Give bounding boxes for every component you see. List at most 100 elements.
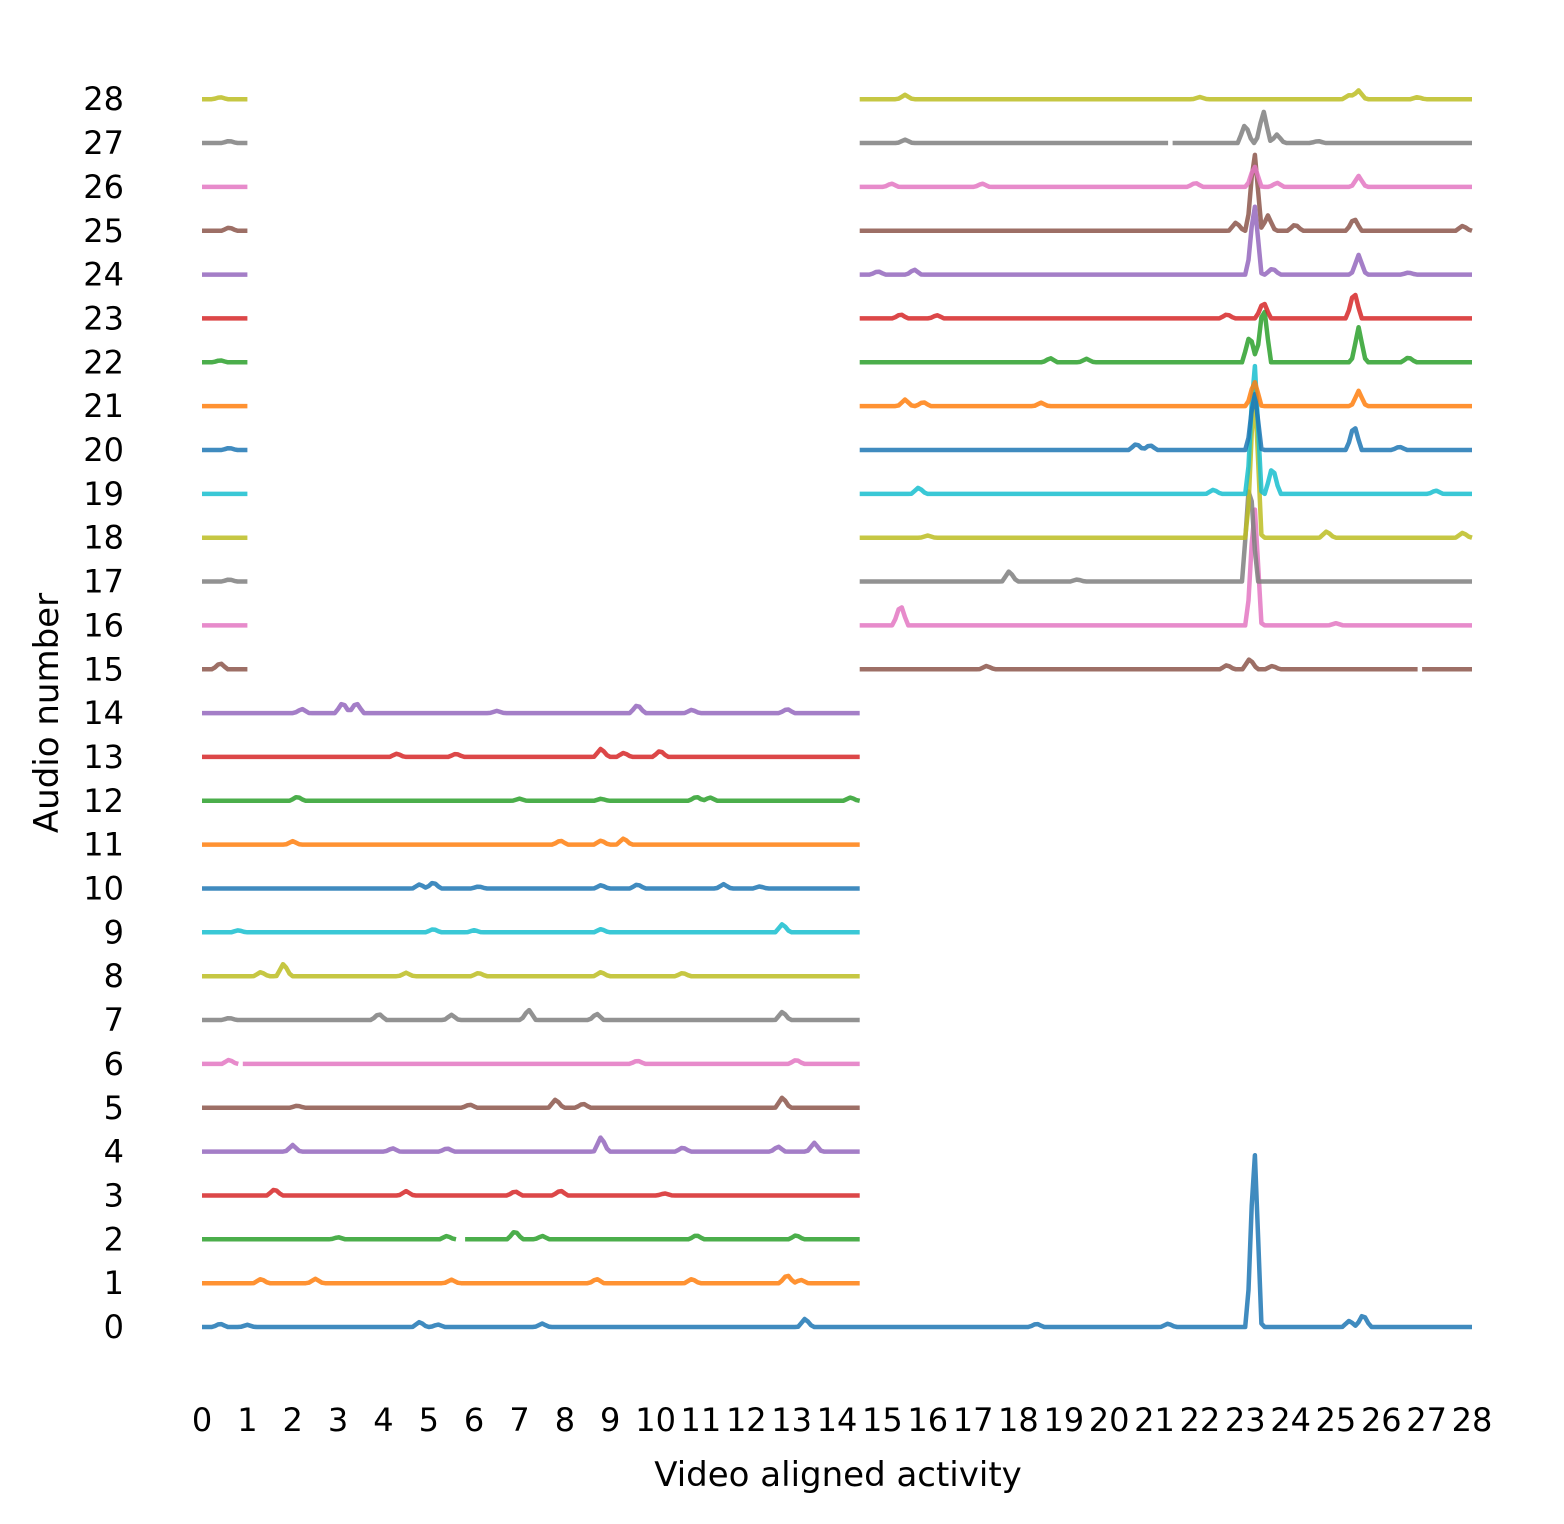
series-9-line-0 (202, 922, 860, 935)
y-tick-label: 11 (83, 826, 124, 864)
series-25-line-1 (859, 152, 1473, 234)
x-tick-label: 6 (464, 1401, 484, 1439)
series-8-line-0 (202, 961, 860, 979)
x-tick-label: 19 (1043, 1401, 1084, 1439)
series-27-line-2 (1172, 109, 1472, 146)
series-22-line-1 (859, 309, 1472, 365)
x-tick-label: 21 (1134, 1401, 1175, 1439)
series-2-line-0 (202, 1233, 457, 1242)
x-tick-label: 1 (237, 1401, 257, 1439)
x-tick-label: 8 (555, 1401, 575, 1439)
y-tick-label: 28 (83, 80, 124, 118)
y-tick-label: 8 (104, 957, 124, 995)
x-tick-label: 23 (1225, 1401, 1266, 1439)
y-tick-label: 23 (83, 299, 124, 337)
series-traces (202, 88, 1473, 1330)
y-tick-label: 27 (83, 124, 124, 162)
series-23-line-1 (859, 292, 1472, 321)
x-tick-label: 24 (1270, 1401, 1311, 1439)
x-tick-label: 28 (1452, 1401, 1493, 1439)
x-axis-ticks: 0 1 2 3 4 5 6 7 8 9 10 11 12 13 14 15 16 17 18 19 20 21 22 23 24… (192, 1401, 1493, 1439)
x-tick-label: 10 (635, 1401, 676, 1439)
x-tick-label: 5 (419, 1401, 439, 1439)
y-tick-label: 6 (104, 1045, 124, 1083)
x-tick-label: 17 (953, 1401, 994, 1439)
y-axis-ticks: 0123456789101112131415161718192021222324… (83, 80, 124, 1346)
y-tick-label: 2 (104, 1220, 124, 1258)
x-tick-label: 13 (771, 1401, 812, 1439)
y-tick-label: 9 (104, 913, 124, 951)
series-18-line-1 (859, 387, 1473, 540)
x-tick-label: 11 (681, 1401, 722, 1439)
series-21-line-1 (859, 379, 1472, 409)
y-tick-label: 14 (83, 694, 124, 732)
x-tick-label: 3 (328, 1401, 348, 1439)
x-axis-label: Video aligned activity (654, 1455, 1022, 1495)
series-26-line-1 (859, 164, 1472, 190)
y-tick-label: 18 (83, 519, 124, 557)
series-12-line-0 (202, 794, 861, 804)
y-tick-label: 20 (83, 431, 124, 469)
series-22-line-0 (202, 358, 248, 365)
series-0-line-0 (202, 1153, 1472, 1330)
y-tick-label: 7 (104, 1001, 124, 1039)
y-tick-label: 1 (104, 1264, 124, 1302)
series-1-line-0 (202, 1273, 860, 1286)
series-27-line-1 (859, 137, 1169, 146)
series-20-line-0 (202, 445, 248, 453)
y-axis-label: Audio number (27, 593, 67, 833)
x-tick-label: 15 (862, 1401, 903, 1439)
y-tick-label: 15 (83, 650, 124, 688)
series-10-line-0 (202, 880, 860, 891)
y-tick-label: 22 (83, 343, 124, 381)
series-17-line-0 (202, 577, 248, 584)
series-6-line-1 (242, 1058, 860, 1067)
series-27-line-0 (202, 138, 248, 146)
series-3-line-0 (202, 1187, 860, 1198)
series-7-line-0 (202, 1007, 860, 1023)
x-tick-label: 12 (726, 1401, 767, 1439)
x-tick-label: 26 (1361, 1401, 1402, 1439)
series-6-line-0 (202, 1057, 239, 1067)
x-tick-label: 2 (283, 1401, 303, 1439)
series-17-line-1 (859, 489, 1472, 584)
x-tick-label: 0 (192, 1401, 212, 1439)
series-20-line-1 (859, 391, 1472, 453)
series-24-line-1 (859, 204, 1472, 277)
y-tick-label: 25 (83, 212, 124, 250)
series-16-line-1 (859, 507, 1472, 628)
y-tick-label: 13 (83, 738, 124, 776)
x-tick-label: 25 (1316, 1401, 1357, 1439)
y-tick-label: 17 (83, 563, 124, 601)
x-tick-label: 18 (998, 1401, 1039, 1439)
series-2-line-1 (465, 1229, 860, 1242)
series-25-line-0 (202, 225, 248, 234)
y-tick-label: 16 (83, 606, 124, 644)
series-15-line-0 (202, 661, 248, 672)
y-tick-label: 5 (104, 1089, 124, 1127)
x-tick-label: 20 (1089, 1401, 1130, 1439)
y-tick-label: 0 (104, 1308, 124, 1346)
y-tick-label: 24 (83, 256, 124, 294)
x-tick-label: 14 (817, 1401, 858, 1439)
series-19-line-1 (859, 363, 1472, 497)
y-tick-label: 4 (104, 1133, 124, 1171)
series-11-line-0 (202, 836, 860, 847)
series-13-line-0 (202, 746, 860, 760)
y-tick-label: 21 (83, 387, 124, 425)
series-28-line-0 (202, 95, 248, 102)
x-tick-label: 4 (373, 1401, 393, 1439)
series-28-line-1 (859, 88, 1472, 102)
series-5-line-0 (202, 1095, 860, 1111)
y-tick-label: 26 (83, 168, 124, 206)
series-15-line-1 (859, 657, 1418, 672)
x-tick-label: 16 (907, 1401, 948, 1439)
y-tick-label: 12 (83, 782, 124, 820)
y-tick-label: 3 (104, 1177, 124, 1215)
y-tick-label: 19 (83, 475, 124, 513)
y-tick-label: 10 (83, 870, 124, 908)
series-4-line-0 (202, 1135, 860, 1154)
x-tick-label: 7 (509, 1401, 529, 1439)
